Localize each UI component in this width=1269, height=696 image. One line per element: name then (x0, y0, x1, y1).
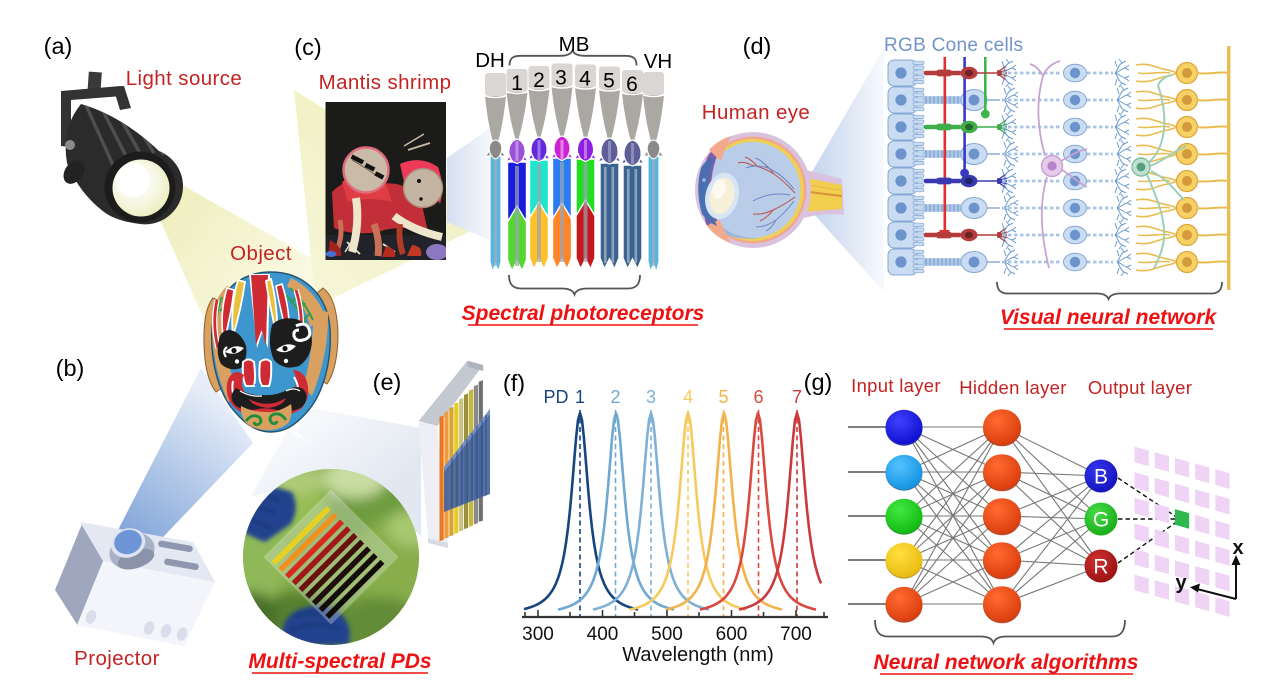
svg-text:DH: DH (475, 49, 505, 72)
svg-text:Neural network algorithms: Neural network algorithms (874, 651, 1139, 674)
svg-text:(e): (e) (373, 369, 402, 395)
svg-text:Multi-spectral PDs: Multi-spectral PDs (248, 650, 431, 673)
svg-text:7: 7 (792, 387, 802, 407)
svg-text:600: 600 (716, 624, 748, 645)
svg-text:y: y (1175, 572, 1187, 594)
svg-text:Input layer: Input layer (851, 375, 941, 396)
svg-text:5: 5 (718, 387, 728, 407)
svg-text:(a): (a) (44, 33, 73, 59)
svg-text:Object: Object (230, 242, 292, 265)
svg-text:VH: VH (644, 50, 672, 73)
svg-text:3: 3 (646, 387, 656, 407)
svg-text:2: 2 (610, 387, 620, 407)
svg-text:PD: PD (543, 387, 568, 407)
svg-text:Spectral photoreceptors: Spectral photoreceptors (462, 302, 705, 325)
svg-text:MB: MB (559, 33, 590, 56)
svg-text:Wavelength (nm): Wavelength (nm) (622, 644, 774, 666)
svg-text:700: 700 (780, 624, 812, 645)
svg-text:300: 300 (522, 624, 554, 645)
svg-text:G: G (1093, 509, 1109, 532)
svg-text:(g): (g) (804, 369, 833, 395)
svg-text:1: 1 (511, 72, 523, 95)
svg-text:R: R (1093, 556, 1108, 579)
svg-text:(f): (f) (503, 370, 525, 396)
svg-text:(b): (b) (56, 355, 85, 381)
svg-text:4: 4 (579, 68, 591, 91)
svg-text:B: B (1094, 466, 1108, 489)
svg-text:3: 3 (555, 67, 567, 90)
svg-text:Hidden layer: Hidden layer (959, 377, 1066, 398)
svg-text:500: 500 (651, 624, 683, 645)
svg-text:Output layer: Output layer (1088, 377, 1192, 398)
svg-text:RGB Cone cells: RGB Cone cells (884, 35, 1023, 56)
svg-text:4: 4 (683, 387, 693, 407)
svg-text:Light source: Light source (126, 67, 242, 90)
svg-text:6: 6 (753, 387, 763, 407)
svg-text:Projector: Projector (74, 647, 160, 670)
svg-text:Visual neural network: Visual neural network (1000, 306, 1218, 329)
svg-text:x: x (1232, 537, 1243, 559)
svg-text:(c): (c) (294, 34, 321, 60)
svg-text:1: 1 (575, 387, 585, 407)
svg-text:6: 6 (626, 73, 638, 96)
svg-text:2: 2 (533, 69, 545, 92)
svg-text:400: 400 (587, 624, 619, 645)
svg-text:Mantis shrimp: Mantis shrimp (319, 71, 452, 94)
svg-text:(d): (d) (743, 33, 772, 59)
svg-text:Human eye: Human eye (702, 101, 810, 124)
svg-text:5: 5 (603, 70, 615, 93)
